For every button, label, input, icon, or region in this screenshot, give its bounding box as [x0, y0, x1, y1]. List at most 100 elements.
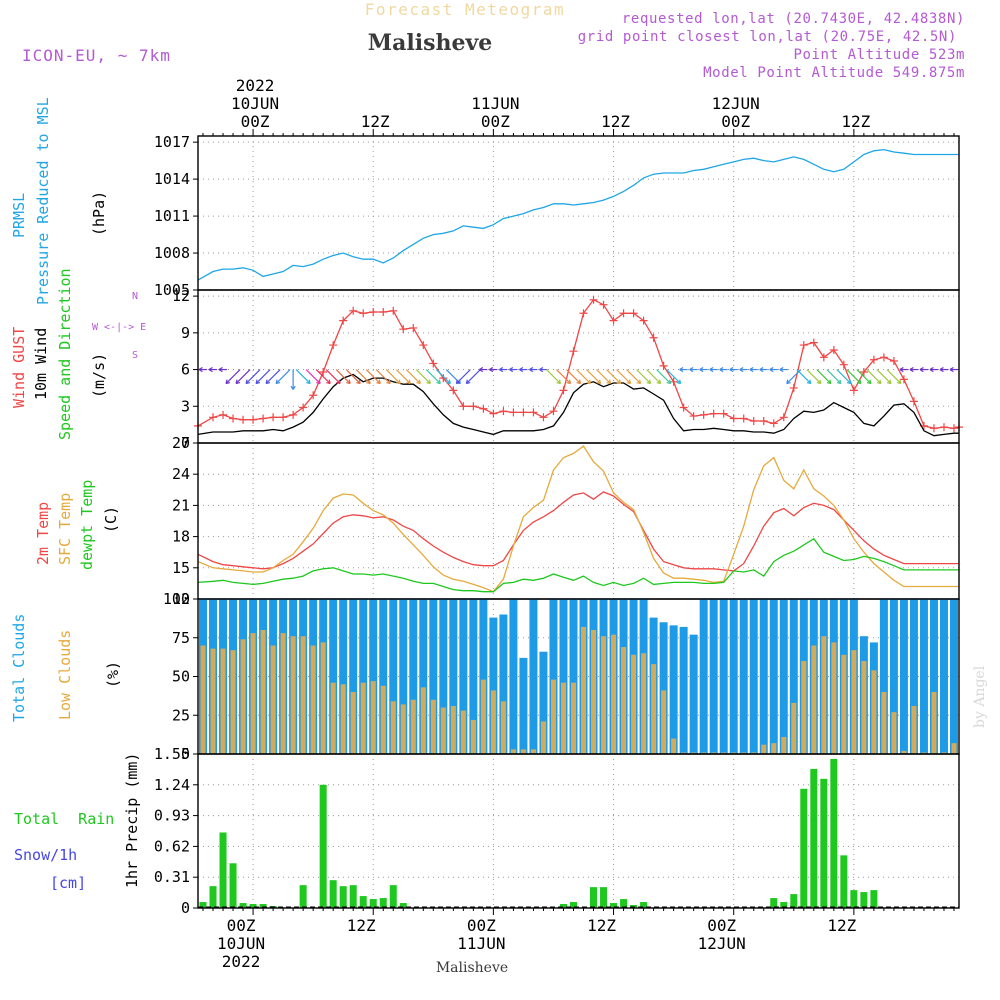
bar — [921, 752, 927, 754]
wind-barb — [826, 369, 842, 384]
x-tick-label-bottom: 00Z — [707, 916, 736, 935]
compass-n: N — [132, 291, 138, 302]
wind-barb-head — [856, 379, 862, 385]
model-label: ICON-EU, ~ 7km — [22, 46, 171, 65]
gust-point — [809, 338, 818, 347]
bar — [339, 599, 348, 754]
y-tick-label: 0.93 — [154, 807, 190, 825]
bar — [420, 687, 426, 754]
rain-label: Total Rain — [14, 810, 114, 828]
bar — [379, 599, 388, 754]
gust-point — [769, 419, 778, 428]
bar — [899, 599, 908, 754]
wind-barb — [566, 369, 581, 384]
wind-barb — [636, 369, 652, 384]
wind-barb — [836, 369, 852, 384]
wind-barb — [415, 369, 431, 384]
bar — [299, 885, 307, 908]
bar — [559, 904, 567, 908]
bar — [290, 636, 296, 754]
bar — [320, 642, 326, 754]
bar — [199, 902, 207, 908]
x-tick-label-top: 12JUN — [712, 94, 760, 113]
bar — [600, 887, 608, 908]
wind-barb — [876, 369, 892, 384]
series-line — [197, 491, 959, 572]
wind-barb-head — [679, 366, 684, 373]
bar — [549, 599, 558, 754]
gust-point — [279, 413, 288, 422]
t2m-label: 2m Temp — [34, 502, 52, 565]
wind-barb-head — [556, 379, 562, 385]
gust-point — [349, 306, 358, 315]
bar — [771, 743, 777, 754]
bar — [681, 752, 687, 754]
wind-barb-head — [225, 379, 231, 385]
bar — [929, 599, 938, 754]
point-altitude: Point Altitude 523m — [793, 47, 965, 63]
gust-point — [679, 403, 688, 412]
bar — [310, 645, 316, 754]
bar — [450, 705, 456, 754]
gust-point — [689, 412, 698, 421]
wind-barb-head — [779, 366, 784, 373]
bar — [851, 650, 857, 754]
bar — [759, 599, 768, 754]
wind-barb — [796, 369, 812, 384]
gust-point — [639, 316, 648, 325]
bar — [550, 679, 556, 754]
bar — [781, 736, 787, 754]
sfc-label: SFC Temp — [56, 493, 74, 565]
gust-point — [879, 353, 888, 362]
x-tick-label-top: 12Z — [361, 112, 390, 131]
x-tick-label-top: 00Z — [721, 112, 750, 131]
bar — [949, 599, 958, 754]
bar — [460, 710, 466, 754]
gust-label: Wind GUST — [10, 327, 28, 408]
wind-barb — [395, 369, 411, 384]
bar — [419, 599, 428, 754]
gust-point — [329, 341, 338, 350]
gust-point — [319, 368, 328, 377]
bar — [330, 682, 336, 754]
wind-barb-head — [749, 366, 754, 373]
bar — [480, 679, 486, 754]
bar — [699, 599, 708, 754]
gust-point — [669, 377, 678, 386]
bar — [559, 599, 568, 754]
wind-barb-head — [356, 379, 361, 385]
wind-barb-head — [876, 379, 882, 385]
wind-label: 10m Wind — [32, 328, 50, 400]
gust-point — [579, 309, 588, 318]
bar — [560, 682, 566, 754]
wind-barb-head — [606, 379, 612, 385]
bar — [210, 648, 216, 754]
wind-barb-head — [909, 366, 914, 373]
wind-barb — [305, 369, 321, 384]
bar — [459, 599, 468, 754]
gust-point — [799, 341, 808, 350]
bar — [581, 626, 587, 754]
wind-barb-head — [676, 379, 682, 385]
bar — [769, 599, 778, 754]
requested-coords: requested lon,lat (20.7430E, 42.4838N) — [622, 11, 965, 27]
wind-barb-head — [316, 379, 321, 385]
model-altitude: Model Point Altitude 549.875m — [703, 65, 965, 81]
bar — [399, 903, 407, 908]
wind-barb — [866, 369, 882, 384]
bar — [489, 617, 498, 754]
wind-barb-head — [208, 366, 213, 373]
wind-barb — [335, 369, 351, 384]
pressure-label: Pressure Reduced to MSL — [34, 97, 52, 305]
y-tick-label: 0.62 — [154, 837, 190, 855]
wind-barb-head — [436, 379, 441, 385]
bar — [270, 645, 276, 754]
gust-point — [519, 408, 528, 417]
wind-barb — [355, 369, 371, 384]
bar — [409, 599, 418, 754]
gust-point — [429, 359, 438, 368]
wind-barb-head — [836, 379, 842, 385]
wind-barb — [385, 369, 401, 384]
gust-point — [589, 295, 598, 304]
series-line — [197, 148, 959, 281]
